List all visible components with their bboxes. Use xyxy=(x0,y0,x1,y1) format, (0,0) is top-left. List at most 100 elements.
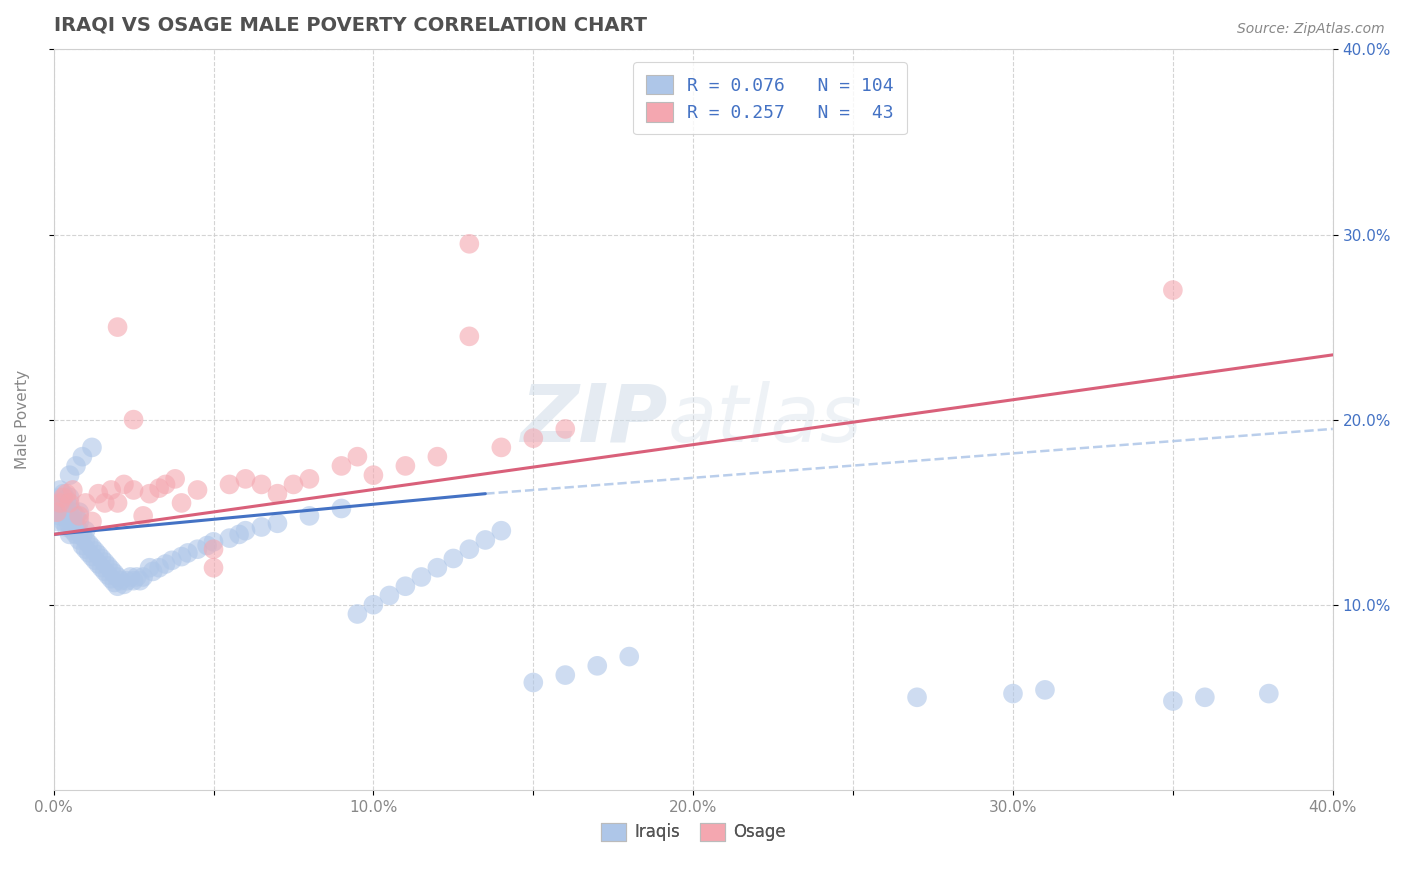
Point xyxy=(165,472,187,486)
Point xyxy=(84,544,107,558)
Point xyxy=(45,505,67,519)
Point xyxy=(619,649,641,664)
Point xyxy=(148,560,170,574)
Point xyxy=(100,563,122,577)
Text: atlas: atlas xyxy=(668,381,862,458)
Point xyxy=(155,477,177,491)
Point xyxy=(49,501,72,516)
Point xyxy=(55,510,77,524)
Point xyxy=(330,458,353,473)
Point xyxy=(59,527,82,541)
Point xyxy=(55,520,77,534)
Point xyxy=(330,501,353,516)
Point xyxy=(112,577,135,591)
Point xyxy=(72,529,94,543)
Point xyxy=(346,450,368,464)
Point xyxy=(75,524,97,538)
Point xyxy=(378,589,401,603)
Point xyxy=(94,565,117,579)
Point xyxy=(346,607,368,621)
Point xyxy=(90,560,112,574)
Point xyxy=(142,565,165,579)
Point xyxy=(80,549,103,564)
Point xyxy=(110,574,132,588)
Point xyxy=(138,560,160,574)
Text: ZIP: ZIP xyxy=(520,381,668,458)
Point xyxy=(426,560,449,574)
Point xyxy=(52,491,75,505)
Point xyxy=(195,539,218,553)
Point xyxy=(45,496,67,510)
Point xyxy=(120,570,142,584)
Point xyxy=(202,542,225,557)
Point xyxy=(1161,283,1184,297)
Point xyxy=(228,527,250,541)
Point xyxy=(250,477,273,491)
Point xyxy=(1161,694,1184,708)
Point xyxy=(72,450,94,464)
Point xyxy=(1033,682,1056,697)
Point xyxy=(186,483,208,497)
Point xyxy=(59,496,82,510)
Point xyxy=(132,508,155,523)
Point xyxy=(363,468,385,483)
Point xyxy=(62,515,84,529)
Point xyxy=(129,574,152,588)
Point xyxy=(122,412,145,426)
Point xyxy=(491,524,513,538)
Point xyxy=(112,477,135,491)
Point xyxy=(65,518,87,533)
Point xyxy=(125,570,148,584)
Point xyxy=(1194,690,1216,705)
Point xyxy=(107,496,129,510)
Text: Source: ZipAtlas.com: Source: ZipAtlas.com xyxy=(1237,22,1385,37)
Point xyxy=(75,542,97,557)
Point xyxy=(148,481,170,495)
Point xyxy=(122,574,145,588)
Point xyxy=(49,508,72,523)
Point xyxy=(49,496,72,510)
Point xyxy=(235,472,257,486)
Point xyxy=(55,492,77,507)
Point xyxy=(905,690,928,705)
Point xyxy=(138,486,160,500)
Point xyxy=(235,524,257,538)
Point xyxy=(107,579,129,593)
Point xyxy=(55,501,77,516)
Point xyxy=(250,520,273,534)
Point xyxy=(160,553,183,567)
Point xyxy=(84,553,107,567)
Point xyxy=(87,548,110,562)
Point xyxy=(103,575,125,590)
Point xyxy=(75,533,97,547)
Point xyxy=(1001,687,1024,701)
Point xyxy=(100,572,122,586)
Point xyxy=(62,483,84,497)
Point xyxy=(67,524,90,538)
Point xyxy=(491,441,513,455)
Point xyxy=(80,541,103,555)
Point xyxy=(45,515,67,529)
Point xyxy=(87,486,110,500)
Legend: Iraqis, Osage: Iraqis, Osage xyxy=(593,816,793,848)
Point xyxy=(75,496,97,510)
Point xyxy=(62,505,84,519)
Point xyxy=(80,441,103,455)
Point xyxy=(97,568,120,582)
Point xyxy=(426,450,449,464)
Point xyxy=(59,500,82,514)
Point xyxy=(115,574,138,588)
Point xyxy=(266,486,288,500)
Point xyxy=(170,549,193,564)
Point xyxy=(67,505,90,519)
Point xyxy=(1257,687,1279,701)
Point xyxy=(107,320,129,334)
Point xyxy=(77,536,100,550)
Point xyxy=(170,496,193,510)
Point xyxy=(522,675,544,690)
Point xyxy=(394,458,416,473)
Point xyxy=(298,472,321,486)
Point xyxy=(45,505,67,519)
Point xyxy=(100,483,122,497)
Point xyxy=(363,598,385,612)
